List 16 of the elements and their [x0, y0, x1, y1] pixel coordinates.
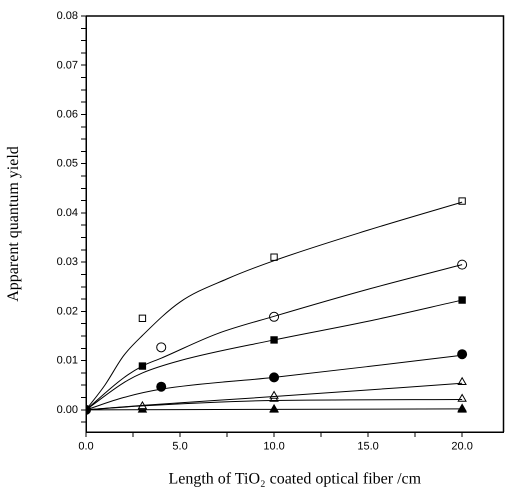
- y-tick-label: 0.00: [56, 404, 78, 416]
- x-tick-label: 10.0: [263, 440, 285, 453]
- x-tick-label: 0.0: [78, 440, 94, 453]
- y-tick-label: 0.06: [56, 108, 78, 120]
- x-tick-label: 5.0: [172, 440, 188, 453]
- x-axis-title: Length of TiO₂ coated optical fiber /cm: [168, 470, 422, 488]
- y-tick-label: 0.02: [56, 305, 78, 318]
- y-tick-label: 0.04: [56, 206, 78, 219]
- y-axis-title: Apparent quantum yield: [4, 146, 22, 302]
- y-tick-label: 0.03: [56, 256, 78, 268]
- x-tick-label: 20.0: [451, 440, 473, 453]
- y-tick-label: 0.01: [56, 354, 78, 367]
- y-tick-label: 0.07: [56, 59, 78, 72]
- y-tick-label: 0.05: [56, 158, 78, 170]
- y-tick-label: 0.08: [56, 10, 78, 22]
- x-tick-label: 15.0: [357, 440, 379, 453]
